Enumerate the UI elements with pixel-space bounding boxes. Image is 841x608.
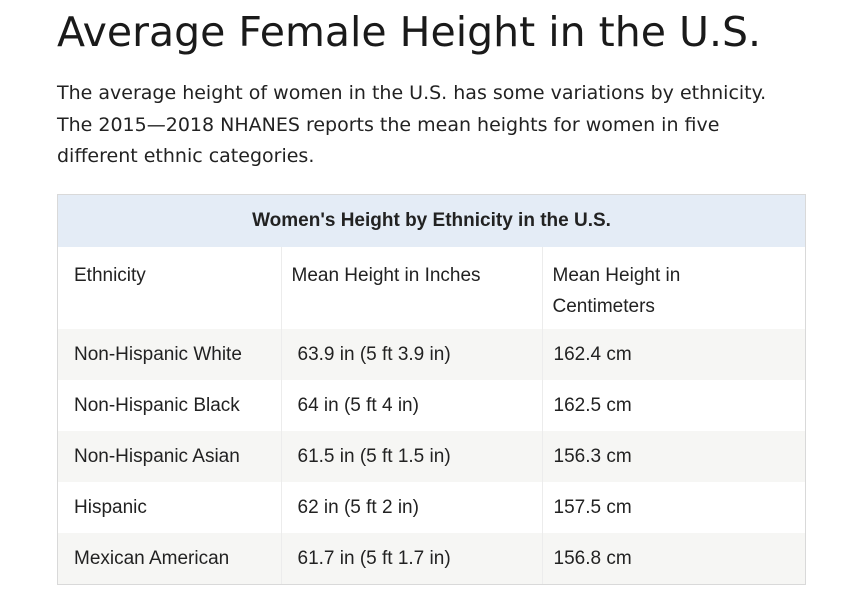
inches-cell: 63.9 in (5 ft 3.9 in) <box>280 329 542 380</box>
column-header-centimeters: Mean Height in Centimeters <box>541 247 805 329</box>
table-row: Hispanic 62 in (5 ft 2 in) 157.5 cm <box>58 482 805 533</box>
inches-cell: 61.7 in (5 ft 1.7 in) <box>280 533 542 584</box>
ethnicity-cell: Hispanic <box>58 482 281 533</box>
table-header-row: Ethnicity Mean Height in Inches Mean Hei… <box>58 247 805 329</box>
ethnicity-cell: Non-Hispanic Black <box>58 380 281 431</box>
table-row: Non-Hispanic Black 64 in (5 ft 4 in) 162… <box>58 380 805 431</box>
inches-cell: 62 in (5 ft 2 in) <box>280 482 542 533</box>
page-title: Average Female Height in the U.S. <box>57 8 762 56</box>
height-by-ethnicity-table: Women's Height by Ethnicity in the U.S. … <box>58 195 805 584</box>
table-row: Non-Hispanic Asian 61.5 in (5 ft 1.5 in)… <box>58 431 805 482</box>
centimeters-cell: 162.4 cm <box>541 329 805 380</box>
table-row: Non-Hispanic White 63.9 in (5 ft 3.9 in)… <box>58 329 805 380</box>
centimeters-cell: 162.5 cm <box>541 380 805 431</box>
table-caption: Women's Height by Ethnicity in the U.S. <box>58 195 805 247</box>
centimeters-cell: 156.3 cm <box>541 431 805 482</box>
ethnicity-cell: Mexican American <box>58 533 281 584</box>
ethnicity-cell: Non-Hispanic Asian <box>58 431 281 482</box>
centimeters-cell: 157.5 cm <box>541 482 805 533</box>
table-row: Mexican American 61.7 in (5 ft 1.7 in) 1… <box>58 533 805 584</box>
centimeters-cell: 156.8 cm <box>541 533 805 584</box>
height-table-container: Women's Height by Ethnicity in the U.S. … <box>57 194 806 585</box>
column-header-inches: Mean Height in Inches <box>280 247 542 329</box>
inches-cell: 64 in (5 ft 4 in) <box>280 380 542 431</box>
ethnicity-cell: Non-Hispanic White <box>58 329 281 380</box>
column-header-ethnicity: Ethnicity <box>74 265 146 286</box>
intro-paragraph: The average height of women in the U.S. … <box>57 82 767 167</box>
inches-cell: 61.5 in (5 ft 1.5 in) <box>280 431 542 482</box>
